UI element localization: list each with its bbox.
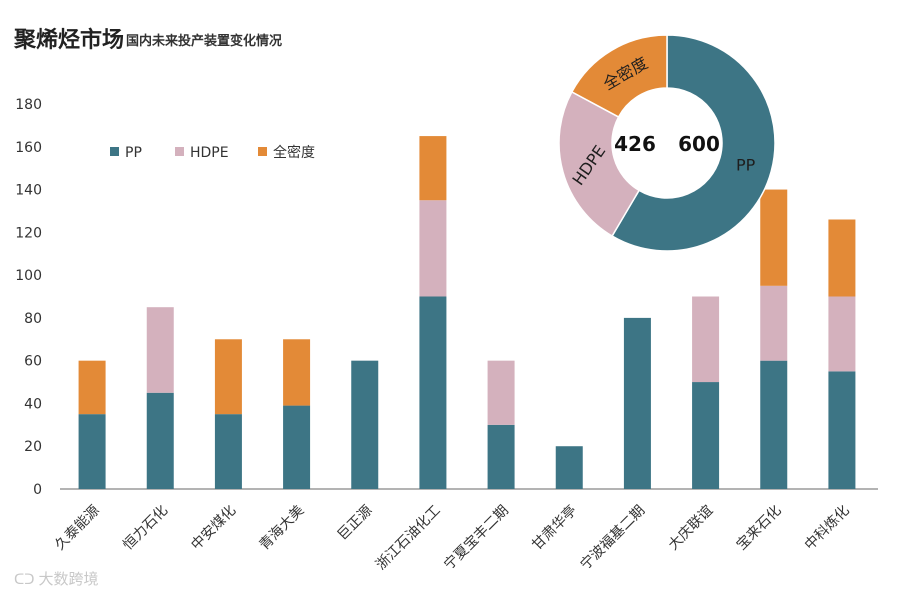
x-tick-label: 巨正源	[335, 503, 376, 544]
x-tick-label: 浙江石油化工	[373, 503, 444, 574]
y-axis-ticks: 0 20 40 60 80 100 120 140 160 180	[15, 97, 42, 498]
y-tick-label: 0	[33, 482, 42, 498]
x-tick-label: 久泰能源	[52, 503, 103, 554]
x-tick-label: 中科炼化	[802, 503, 853, 554]
x-tick-label: 青海大美	[257, 503, 308, 554]
x-tick-label: 大庆联谊	[666, 503, 717, 554]
bar-segment	[419, 200, 447, 297]
bar-segment	[828, 219, 856, 297]
y-tick-label: 140	[15, 183, 42, 199]
y-tick-label: 60	[24, 354, 42, 370]
donut-center-label: 600	[678, 132, 720, 156]
donut-slice	[611, 34, 776, 252]
y-tick-label: 80	[24, 311, 42, 327]
y-tick-label: 100	[15, 268, 42, 284]
legend-swatch	[175, 147, 184, 156]
watermark: ᑕᑐ 大数跨境	[14, 568, 98, 589]
legend: PP HDPE 全密度	[110, 144, 315, 161]
x-tick-label: 中安煤化	[188, 503, 239, 554]
legend-label: 全密度	[273, 144, 315, 161]
x-tick-label: 宝来石化	[734, 503, 785, 554]
donut-slice	[570, 34, 668, 118]
bar-segment	[623, 317, 651, 489]
bar-group	[78, 136, 856, 489]
x-tick-label: 甘肃华亭	[528, 502, 580, 554]
bar-segment	[828, 296, 856, 372]
donut-slice	[558, 90, 641, 238]
watermark-text: 大数跨境	[38, 570, 99, 588]
bar-segment	[555, 446, 583, 489]
bar-segment	[487, 360, 515, 425]
bar-segment	[692, 296, 720, 383]
x-tick-label: 宁夏宝丰二期	[440, 502, 511, 573]
x-tick-label: 宁波福基二期	[577, 502, 648, 573]
y-tick-label: 20	[24, 439, 42, 455]
bar-segment	[760, 360, 788, 489]
donut-slice-label: PP	[736, 155, 756, 174]
bar-segment	[419, 136, 447, 201]
bar-segment	[214, 414, 242, 489]
bar-segment	[146, 307, 174, 393]
bar-segment	[214, 339, 242, 415]
legend-label: HDPE	[190, 145, 229, 161]
legend-swatch	[258, 147, 267, 156]
bar-segment	[146, 392, 174, 489]
bar-segment	[351, 360, 379, 489]
bar-segment	[283, 405, 311, 489]
y-tick-label: 160	[15, 140, 42, 156]
logo-icon: ᑕᑐ	[14, 572, 35, 588]
bar-segment	[487, 424, 515, 489]
bar-segment	[692, 382, 720, 489]
x-tick-label: 恒力石化	[120, 503, 171, 554]
bar-segment	[760, 189, 788, 286]
bar-segment	[760, 285, 788, 361]
legend-swatch	[110, 147, 119, 156]
chart-title: 聚烯烃市场	[14, 28, 125, 53]
bar-segment	[78, 360, 106, 415]
y-tick-label: 40	[24, 396, 42, 412]
bar-segment	[828, 371, 856, 489]
bar-segment	[283, 339, 311, 406]
y-tick-label: 180	[15, 97, 42, 113]
bar-segment	[78, 414, 106, 489]
legend-label: PP	[125, 145, 142, 161]
donut-center-label: 426	[614, 132, 656, 156]
chart-subtitle: 国内未来投产装置变化情况	[126, 34, 283, 49]
y-tick-label: 120	[15, 225, 42, 241]
bar-segment	[419, 296, 447, 489]
